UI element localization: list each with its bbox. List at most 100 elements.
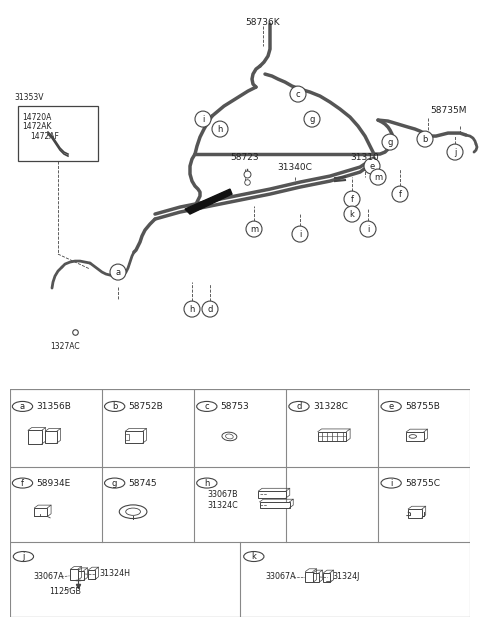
Circle shape [447, 144, 463, 160]
Text: e: e [388, 402, 394, 411]
Circle shape [110, 264, 126, 280]
Circle shape [246, 221, 262, 237]
Text: 31340C: 31340C [277, 163, 312, 172]
Text: c: c [296, 90, 300, 98]
Text: d: d [296, 402, 301, 411]
Circle shape [360, 221, 376, 237]
Circle shape [304, 111, 320, 127]
Circle shape [292, 226, 308, 242]
Circle shape [382, 134, 398, 150]
Text: i: i [299, 229, 301, 239]
Text: h: h [204, 478, 209, 488]
Text: 1327AC: 1327AC [50, 342, 80, 351]
Bar [35, 508, 48, 516]
Bar [18, 106, 98, 161]
Circle shape [184, 301, 200, 317]
Circle shape [364, 158, 380, 174]
Text: 58755B: 58755B [405, 402, 440, 411]
Text: 58755C: 58755C [405, 478, 440, 488]
Text: 1472AK: 1472AK [22, 122, 51, 131]
Bar [125, 431, 143, 443]
Text: m: m [250, 224, 258, 234]
Text: i: i [390, 478, 392, 488]
Bar [318, 432, 347, 441]
Text: 58745: 58745 [129, 478, 157, 488]
Circle shape [202, 301, 218, 317]
Bar [408, 509, 422, 518]
Text: i: i [202, 115, 204, 123]
Text: j: j [22, 552, 24, 561]
Text: c: c [204, 402, 209, 411]
Circle shape [105, 401, 125, 411]
Text: a: a [20, 402, 25, 411]
Bar [324, 573, 330, 583]
Text: k: k [349, 209, 354, 219]
Text: a: a [115, 267, 120, 277]
Circle shape [195, 111, 211, 127]
Text: f: f [398, 189, 401, 199]
Circle shape [197, 401, 217, 411]
Text: k: k [252, 552, 256, 561]
Text: m: m [374, 173, 382, 181]
Ellipse shape [222, 432, 237, 440]
Bar [78, 571, 84, 580]
Text: g: g [112, 478, 117, 488]
Circle shape [409, 435, 417, 438]
Text: 58934E: 58934E [36, 478, 71, 488]
Bar [407, 432, 424, 441]
Bar [260, 502, 289, 508]
Circle shape [381, 401, 401, 411]
Circle shape [13, 551, 34, 561]
Text: 31353V: 31353V [14, 93, 44, 102]
Text: e: e [370, 161, 374, 171]
Text: h: h [189, 305, 195, 313]
Bar [88, 570, 95, 579]
Circle shape [290, 86, 306, 102]
Text: 31324J: 31324J [332, 573, 360, 581]
Text: j: j [454, 148, 456, 156]
Text: 1125GB: 1125GB [49, 587, 81, 596]
Circle shape [370, 169, 386, 185]
Text: 31324C: 31324C [208, 501, 239, 510]
Text: 14720A: 14720A [22, 113, 51, 122]
Text: 58736K: 58736K [246, 18, 280, 27]
Text: 58753: 58753 [221, 402, 250, 411]
Text: 33067A: 33067A [265, 573, 296, 581]
Text: 58752B: 58752B [129, 402, 163, 411]
Circle shape [197, 478, 217, 488]
Text: 1472AF: 1472AF [30, 132, 59, 141]
Text: g: g [387, 138, 393, 146]
Circle shape [105, 478, 125, 488]
Bar [71, 569, 78, 580]
Text: 31356B: 31356B [36, 402, 71, 411]
Text: 58735M: 58735M [430, 105, 467, 115]
Ellipse shape [226, 434, 233, 439]
Circle shape [126, 508, 141, 515]
Text: 58723: 58723 [231, 153, 259, 162]
Bar [45, 431, 57, 443]
Polygon shape [185, 189, 232, 214]
Text: d: d [207, 305, 213, 313]
Text: h: h [217, 125, 223, 133]
Circle shape [289, 401, 309, 411]
Text: 31324H: 31324H [99, 569, 131, 578]
Circle shape [119, 505, 147, 518]
Text: i: i [367, 224, 369, 234]
Circle shape [212, 121, 228, 137]
Circle shape [381, 478, 401, 488]
Text: 33067A: 33067A [34, 573, 64, 581]
Text: f: f [350, 194, 353, 204]
Text: 31328C: 31328C [313, 402, 348, 411]
Bar [305, 571, 313, 583]
Circle shape [12, 478, 33, 488]
Text: f: f [21, 478, 24, 488]
Text: 31310: 31310 [350, 153, 379, 162]
Circle shape [344, 191, 360, 207]
Circle shape [344, 206, 360, 222]
Text: g: g [309, 115, 315, 123]
Text: 33067B: 33067B [208, 490, 239, 499]
Text: b: b [112, 402, 117, 411]
Bar [258, 491, 286, 498]
Text: b: b [422, 135, 428, 143]
Circle shape [12, 401, 33, 411]
